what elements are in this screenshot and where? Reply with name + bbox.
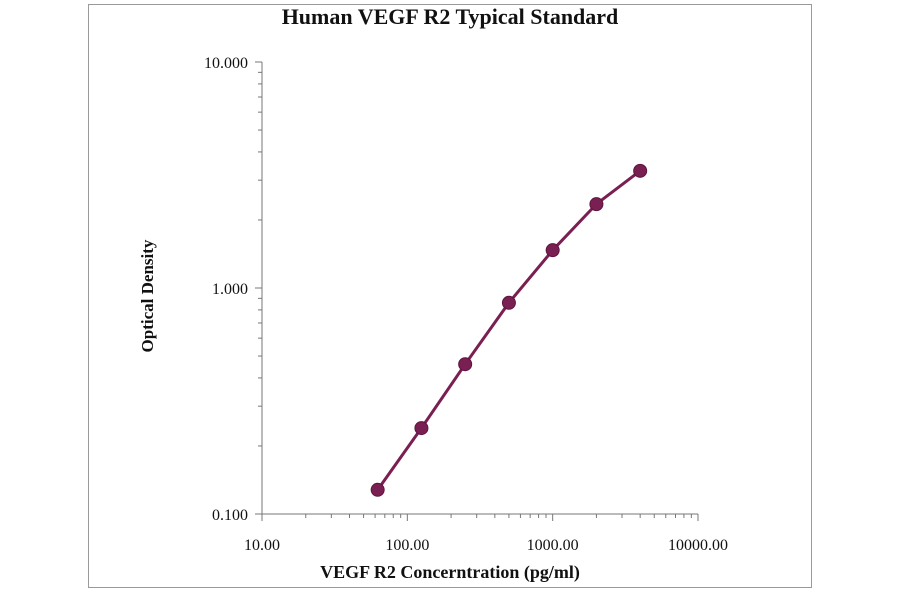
data-point — [633, 163, 648, 178]
data-point — [458, 357, 473, 372]
chart-frame — [88, 4, 812, 588]
tick-marks — [255, 61, 699, 521]
data-point — [414, 421, 429, 436]
x-tick-label: 10.00 — [244, 537, 280, 554]
data-point — [545, 243, 560, 258]
data-point — [370, 482, 385, 497]
x-tick-label: 10000.00 — [668, 537, 728, 554]
chart-title: Human VEGF R2 Typical Standard — [281, 4, 619, 29]
x-axis-label: VEGF R2 Concerntration (pg/ml) — [320, 562, 580, 582]
y-tick-label: 1.000 — [212, 281, 248, 298]
y-tick-label: 0.100 — [212, 507, 248, 524]
y-tick-label: 10.000 — [204, 55, 248, 72]
data-series — [370, 163, 648, 497]
data-point — [589, 197, 604, 212]
series-line — [376, 169, 642, 491]
tick-labels: 10.000 1.000 0.100 10.00 100.00 1000.00 10000.… — [204, 55, 728, 554]
x-tick-label: 1000.00 — [527, 537, 579, 554]
axes — [261, 62, 698, 515]
data-point — [501, 295, 516, 310]
x-tick-label: 100.00 — [385, 537, 429, 554]
